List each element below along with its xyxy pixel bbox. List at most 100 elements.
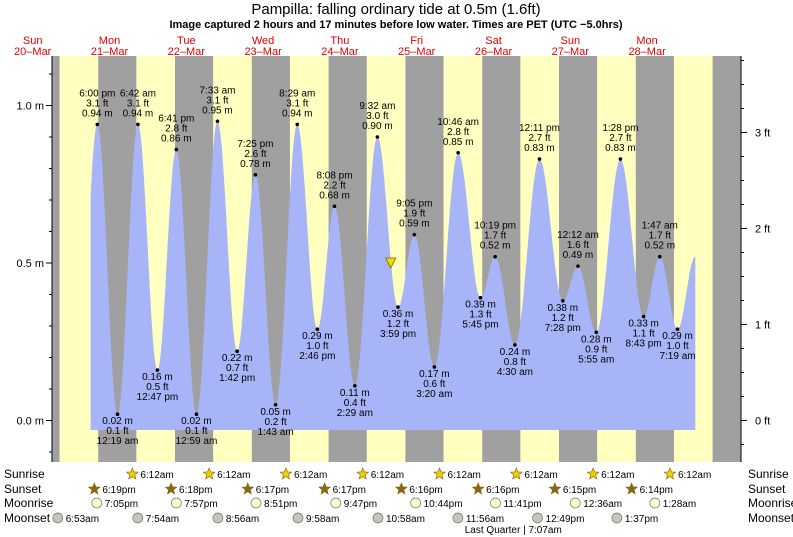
tide-label: 5:55 am [578, 354, 614, 365]
tide-label: 2:46 pm [299, 351, 335, 362]
left-axis-tick-label: 1.0 m [16, 101, 44, 113]
moon-phase-label: Last Quarter | 7:07am [465, 525, 562, 536]
tide-label: 0.83 m [605, 143, 636, 154]
astro-time: 6:12am [294, 470, 327, 481]
astro-time: 6:12am [601, 470, 634, 481]
tide-point [136, 122, 140, 127]
tide-label: 0.33 m [628, 319, 659, 330]
tide-label: 0.86 m [161, 134, 192, 145]
tide-label: 3.1 ft [127, 98, 149, 109]
tide-label: 8:08 pm [316, 170, 352, 181]
day-header-weekday: Sun [23, 35, 43, 47]
astro-time: 6:12am [448, 470, 481, 481]
moonrise-icon [170, 497, 182, 509]
tide-label: 0.9 ft [585, 344, 607, 355]
sunset-icon [241, 482, 255, 495]
tide-point [513, 343, 517, 347]
astro-time: 6:12am [371, 470, 404, 481]
tide-label: 0.94 m [123, 108, 154, 119]
tide-point [115, 412, 120, 417]
tide-label: 1:47 am [642, 221, 678, 232]
astro-time: 10:44pm [424, 499, 463, 510]
sun-icon [356, 467, 370, 480]
tide-label: 12:12 am [557, 230, 599, 241]
tide-label: 5:45 pm [462, 320, 498, 331]
sunset-icon [164, 482, 178, 495]
moonrise-icon [490, 497, 501, 509]
tide-point [641, 314, 646, 319]
tide-label: 2.2 ft [323, 180, 345, 191]
tide-label: 9:32 am [359, 101, 395, 112]
tide-label: 2.8 ft [447, 127, 469, 138]
tide-label: 1.9 ft [403, 209, 425, 220]
row-label-right: Moonset [748, 511, 793, 525]
tide-label: 1.2 ft [552, 313, 574, 324]
tide-label: 6:41 pm [158, 114, 194, 125]
moonrise-icon [250, 497, 262, 509]
day-header-weekday: Wed [252, 35, 274, 47]
tide-label: 2.8 ft [165, 124, 187, 135]
sunset-icon [548, 482, 562, 495]
tide-point [594, 330, 599, 335]
tide-label: 10:19 pm [474, 221, 516, 232]
day-header-date: 28–Mar [628, 46, 666, 58]
sun-icon [663, 467, 677, 480]
tide-label: 1.3 ft [469, 310, 491, 321]
tide-point [537, 157, 542, 161]
tide-label: 7:28 pm [545, 323, 581, 334]
sun-icon [125, 467, 139, 480]
sunset-icon [394, 482, 408, 495]
tide-label: 2.7 ft [609, 133, 631, 144]
moonset-icon [212, 512, 224, 524]
astro-time: 6:17pm [333, 485, 366, 496]
tide-label: 3.1 ft [86, 98, 108, 109]
tide-label: 0.59 m [399, 219, 430, 230]
right-axis-tick-label: 3 ft [755, 127, 770, 139]
tide-label: 12:19 am [97, 436, 139, 447]
moonrise-icon [569, 497, 581, 509]
moonrise-icon [330, 497, 342, 509]
tide-label: 1.0 ft [306, 341, 328, 352]
astro-rows: Sunrise Sunrise 6:12am 6:12am 6:12am 6:12am 6:… [4, 467, 793, 536]
tide-point [576, 264, 580, 268]
tide-point [95, 122, 100, 127]
tide-label: 0.94 m [282, 108, 313, 119]
astro-time: 7:57pm [184, 499, 217, 510]
tide-label: 1.1 ft [632, 329, 654, 340]
moonrise-icon [649, 497, 661, 509]
tide-point [194, 412, 199, 417]
sun-icon [433, 467, 446, 480]
moonset-icon [52, 512, 64, 524]
tide-label: 0.68 m [319, 190, 350, 201]
day-header-weekday: Thu [330, 35, 349, 47]
sun-icon [279, 467, 293, 480]
tide-label: 0.5 ft [146, 382, 168, 393]
tide-point [675, 327, 680, 331]
astro-time: 7:54am [146, 514, 179, 525]
tide-label: 3.1 ft [286, 98, 308, 109]
tide-label: 0.85 m [443, 137, 474, 148]
tide-label: 0.83 m [524, 143, 555, 154]
day-header-date: 24–Mar [321, 46, 359, 58]
tide-point [657, 254, 662, 259]
sunset-icon [318, 482, 332, 495]
row-label-left: Sunrise [4, 467, 45, 481]
tide-point [478, 295, 483, 300]
astro-time: 6:16pm [486, 485, 519, 496]
astro-time: 6:12am [678, 470, 711, 481]
astro-time: 8:51pm [264, 499, 297, 510]
moonset-icon [452, 512, 464, 524]
tide-label: 8:43 pm [626, 339, 662, 350]
day-header-date: 21–Mar [91, 46, 129, 58]
left-axis-tick-label: 0.5 m [16, 258, 44, 270]
astro-time: 9:47pm [344, 499, 377, 510]
tide-label: 12:11 pm [519, 123, 560, 134]
sunset-icon [471, 482, 485, 495]
astro-time: 6:16pm [409, 485, 442, 496]
tide-label: 1.0 ft [666, 341, 688, 352]
tide-point [375, 135, 380, 139]
tide-label: 0.94 m [82, 108, 113, 119]
tide-label: 0.16 m [142, 372, 173, 383]
tide-label: 6:00 pm [79, 88, 115, 99]
